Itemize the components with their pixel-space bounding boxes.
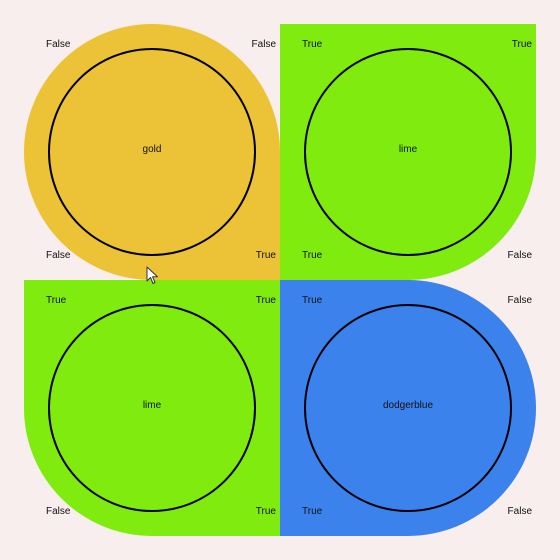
arrow-cursor-icon (146, 266, 158, 284)
tile-label: lime (142, 400, 162, 411)
corner-bottom-left-flag: False (46, 506, 71, 517)
corner-bottom-right-flag: False (507, 506, 532, 517)
corner-top-left-flag: True (302, 39, 323, 50)
tile-lime[interactable]: lime True True True False (280, 24, 536, 280)
corner-bottom-right-flag: True (255, 506, 276, 517)
corner-top-left-flag: False (46, 39, 71, 50)
corner-bottom-left-flag: True (302, 250, 323, 261)
tile-label: dodgerblue (382, 400, 434, 411)
corner-top-left-flag: True (46, 295, 67, 306)
corner-top-right-flag: True (255, 295, 276, 306)
corner-bottom-left-flag: False (46, 250, 71, 261)
corner-bottom-right-flag: False (507, 250, 532, 261)
corner-top-right-flag: True (511, 39, 532, 50)
corner-top-right-flag: False (507, 295, 532, 306)
tile-dodgerblue[interactable]: dodgerblue True False True False (280, 280, 536, 536)
circle-outline (48, 304, 256, 512)
corner-bottom-left-flag: True (302, 506, 323, 517)
tile-lime[interactable]: lime True True False True (24, 280, 280, 536)
circle-outline (48, 48, 256, 256)
corner-bottom-right-flag: True (255, 250, 276, 261)
corner-top-left-flag: True (302, 295, 323, 306)
tile-gold[interactable]: gold False False False True (24, 24, 280, 280)
circle-outline (304, 48, 512, 256)
tile-label: gold (142, 144, 162, 155)
corner-top-right-flag: False (251, 39, 276, 50)
circle-outline (304, 304, 512, 512)
tile-label: lime (398, 144, 418, 155)
